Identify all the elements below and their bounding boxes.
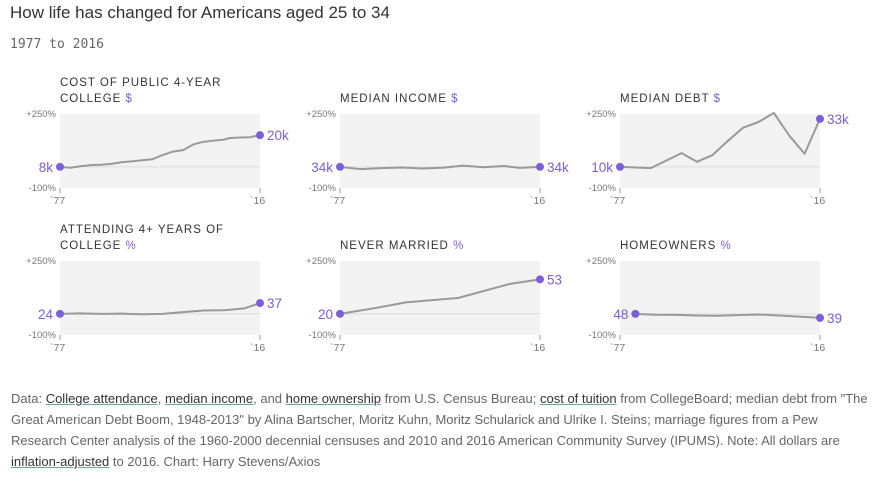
unit-label: % [720,240,732,252]
panel-never-married: NEVER MARRIED % +250% -100% `77 `16 20 53 [290,222,570,362]
x-tick-label: `16 [810,195,825,207]
x-tick-label: `77 [330,342,345,354]
plot-area [60,261,260,335]
x-tick-label: `77 [610,195,625,207]
x-tick-label: `16 [530,342,545,354]
start-value-label: 10k [591,160,613,175]
end-point [256,131,264,140]
panel-title: MEDIAN DEBT $ [620,93,721,105]
y-tick-label: -100% [29,183,57,194]
end-point [816,313,824,322]
end-value-label: 34k [547,160,569,175]
x-tick-label: `16 [810,342,825,354]
unit-label: $ [713,93,721,105]
plot-area [620,114,820,188]
panel-title: HOMEOWNERS % [620,240,732,252]
unit-label: % [453,240,465,252]
panel-chart: +250% -100%`77 `16 48 39 [586,256,842,354]
panel-title: NEVER MARRIED % [340,240,465,252]
panel-median-income: MEDIAN INCOME $ +250% -100% `77 `16 34k 34k [290,75,570,215]
end-point [256,299,264,308]
x-tick-label: `77 [610,342,625,354]
y-tick-label: -100% [309,330,337,341]
panel-homeowners: HOMEOWNERS % +250% -100% `77 `16 48 39 [570,222,850,362]
panel-title: MEDIAN INCOME $ [340,93,459,105]
chart-subtitle: 1977 to 2016 [10,37,104,52]
y-tick-label: +250% [26,109,56,120]
y-tick-label: -100% [589,183,617,194]
x-tick-label: `16 [530,195,545,207]
y-tick-label: +250% [586,109,616,120]
start-point [56,309,64,318]
cost-of-tuition-link[interactable]: cost of tuition [539,391,617,406]
plot-area [60,114,260,188]
panel-cost-of-college: COST OF PUBLIC 4-YEAR COLLEGE $ +250% -10… [10,75,290,215]
panel-median-debt: MEDIAN DEBT $ +250% -100% `77 `16 10k 33k [570,75,850,215]
y-tick-label: +250% [586,256,616,267]
plot-area [340,114,540,188]
end-value-label: 53 [547,272,562,287]
series-line [635,312,821,319]
start-value-label: 48 [613,307,628,322]
college-attendance-link[interactable]: College attendance [45,391,158,406]
x-tick-label: `16 [250,195,265,207]
unit-label: $ [451,93,459,105]
start-value-label: 24 [38,307,54,322]
panel-chart: +250% -100%`77 `16 8k 20k [26,109,289,207]
inflation-adjusted-link[interactable]: inflation-adjusted [11,454,110,469]
start-point [631,309,640,318]
end-value-label: 20k [267,128,289,143]
start-point [336,309,344,318]
x-tick-label: `77 [50,342,65,354]
panel-title: COST OF PUBLIC 4-YEAR COLLEGE $ [60,77,222,105]
home-ownership-link[interactable]: home ownership [285,391,382,406]
start-value-label: 34k [311,160,333,175]
source-note: Data: College attendance, median income,… [11,391,868,469]
end-point [536,275,544,284]
series-line [59,134,261,169]
x-tick-label: `16 [250,342,265,354]
y-tick-label: -100% [309,183,337,194]
x-tick-label: `77 [330,195,345,207]
median-income-link[interactable]: median income [164,391,254,406]
end-value-label: 37 [267,296,282,311]
panel-attending-college: ATTENDING 4+ YEARS OF COLLEGE % +250% -10… [10,222,290,362]
plot-area [620,261,820,335]
end-value-label: 39 [827,311,842,326]
panel-chart: +250% -100%`77 `16 20 53 [306,256,562,354]
y-tick-label: +250% [306,109,336,120]
y-tick-label: -100% [29,330,57,341]
y-tick-label: +250% [306,256,336,267]
end-point [816,114,824,123]
series-line [339,278,541,315]
panel-title: ATTENDING 4+ YEARS OF COLLEGE % [60,224,225,252]
chart-title: How life has changed for Americans aged … [10,3,390,22]
end-value-label: 33k [827,112,849,127]
series-line [619,111,821,170]
series-line [59,302,261,316]
panel-chart: +250% -100%`77 `16 34k 34k [306,109,569,207]
panel-chart: +250% -100%`77 `16 24 37 [26,256,282,354]
series-line [339,164,541,171]
unit-label: % [125,240,137,252]
start-value-label: 8k [39,160,54,175]
start-point [336,162,344,171]
unit-label: $ [125,93,133,105]
start-value-label: 20 [318,307,333,322]
x-tick-label: `77 [50,195,65,207]
start-point [616,162,624,171]
y-tick-label: -100% [589,330,617,341]
y-tick-label: +250% [26,256,56,267]
plot-area [340,261,540,335]
start-point [56,162,64,171]
panel-chart: +250% -100%`77 `16 10k 33k [586,109,849,207]
end-point [536,162,544,171]
